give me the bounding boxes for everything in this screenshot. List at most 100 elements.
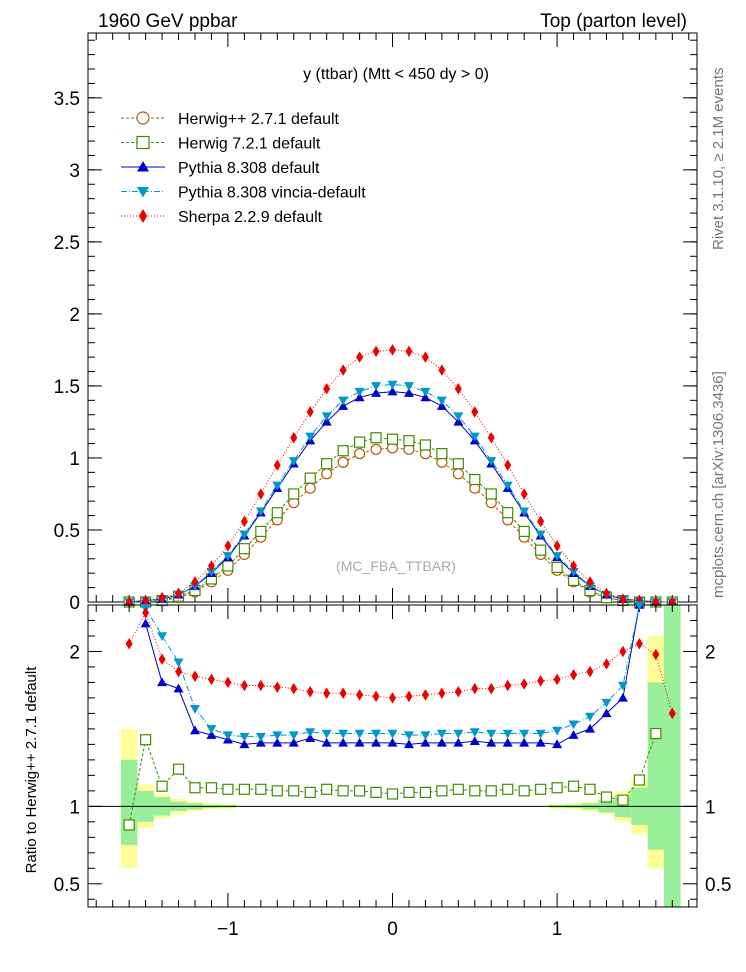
ratio-point [172, 763, 185, 775]
ratio-point [485, 785, 497, 797]
ratio-point [338, 729, 349, 739]
ratio-point [652, 648, 660, 661]
main-point [535, 530, 546, 540]
ratio-point [354, 729, 365, 739]
main-ytick-label: 2 [69, 305, 80, 326]
ratio-point [337, 785, 349, 797]
legend-marker [136, 135, 150, 150]
ratio-point [255, 783, 267, 795]
ratio-point [421, 689, 429, 701]
ratio-panel: 0.5 0.5 1 1 2 2 −1 0 1 [54, 600, 731, 940]
main-point [551, 561, 563, 574]
ratio-point [323, 687, 331, 700]
main-point [273, 459, 281, 471]
ratio-point [584, 783, 596, 795]
main-ytick-label: 2.5 [54, 233, 80, 254]
ratio-point [586, 665, 594, 678]
ratio-frame [87, 604, 698, 908]
ratio-point [469, 785, 481, 797]
main-point [403, 388, 414, 397]
ratio-point [306, 685, 314, 698]
main-point [338, 396, 349, 406]
ratio-point [189, 725, 200, 735]
ratio-point [321, 783, 333, 795]
ratio-point [173, 683, 184, 693]
xtick-label: 0 [387, 919, 398, 940]
ratio-point [617, 692, 628, 702]
main-point [271, 507, 283, 519]
main-point [272, 481, 283, 491]
ratio-series-line [145, 604, 640, 738]
ratio-point [238, 783, 250, 795]
ratio-point [634, 601, 645, 610]
main-point [356, 351, 364, 363]
ratio-point [570, 668, 578, 681]
ratio-ylabel: Ratio to Herwig++ 2.7.1 default [23, 666, 40, 874]
ratio-point [502, 783, 514, 795]
ratio-ytick-label-right: 1 [705, 797, 716, 818]
ratio-point [140, 734, 152, 746]
ratio-point [519, 737, 530, 747]
main-point [305, 432, 316, 442]
ratio-point [156, 780, 168, 792]
ratio-point [619, 645, 627, 658]
ratio-point [372, 690, 380, 703]
ratio-point [387, 737, 398, 747]
ratio-point [272, 737, 283, 747]
ratio-point [189, 705, 200, 714]
ratio-point [568, 730, 579, 739]
main-point [353, 436, 366, 448]
ratio-point [255, 737, 266, 747]
main-point [387, 386, 398, 396]
main-point [191, 576, 199, 588]
ratio-point [502, 729, 513, 739]
ratio-ytick-label: 2 [69, 642, 80, 663]
chart-title: y (ttbar) (Mtt < 450 dy > 0) [303, 66, 489, 83]
ratio-point [158, 653, 166, 665]
main-point [405, 345, 413, 358]
ratio-point [668, 707, 676, 720]
ratio-point [272, 731, 283, 741]
ratio-ytick-label: 1 [69, 797, 80, 818]
ratio-point [387, 729, 398, 739]
main-point [206, 567, 217, 577]
main-point [421, 351, 429, 363]
ratio-point [452, 783, 464, 795]
ratio-point [568, 720, 579, 730]
ratio-point [142, 606, 150, 619]
ratio-point [535, 729, 546, 739]
ratio-point [240, 679, 248, 692]
main-point [452, 468, 464, 480]
main-point [552, 552, 563, 561]
ratio-point [617, 794, 629, 806]
ratio-point [224, 676, 232, 689]
ratio-point [585, 723, 596, 733]
ratio-series [123, 600, 676, 831]
ratio-point [438, 687, 446, 700]
main-point [371, 388, 382, 397]
ratio-point [504, 679, 512, 692]
legend-marker [138, 209, 148, 223]
ratio-point [175, 665, 183, 678]
ratio-point [353, 785, 366, 797]
main-ytick-label: 0.5 [54, 521, 80, 542]
ratio-point [222, 731, 233, 741]
main-point [304, 482, 316, 494]
xtick-label: 1 [552, 919, 563, 940]
ratio-point [471, 682, 479, 695]
ratio-point [403, 786, 415, 798]
main-point [142, 594, 150, 607]
ratio-point [173, 658, 184, 668]
legend: Herwig++ 2.7.1 default Herwig 7.2.1 defau… [121, 111, 366, 226]
main-point [304, 472, 316, 484]
main-point [520, 488, 528, 500]
ratio-point [601, 698, 612, 708]
main-point [486, 457, 497, 466]
main-point [222, 560, 234, 572]
legend-marker [137, 187, 149, 198]
main-point [518, 525, 530, 538]
main-point [419, 439, 432, 451]
ratio-point [356, 689, 364, 701]
ratio-point [551, 782, 563, 794]
main-point [207, 560, 215, 572]
